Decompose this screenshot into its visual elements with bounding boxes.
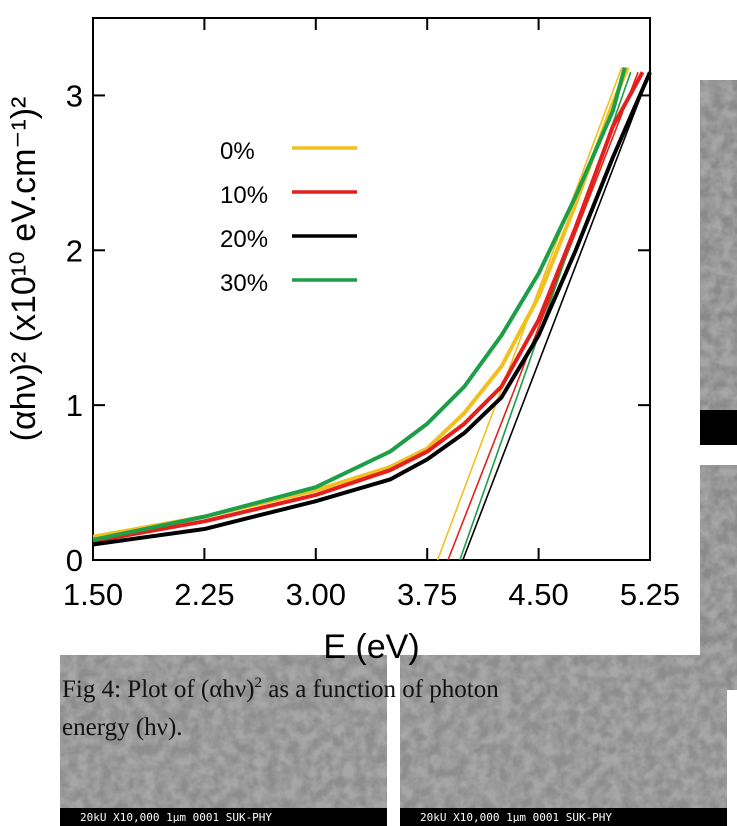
legend-label: 20% [220,226,268,253]
sem-images [60,80,737,826]
sem-label: 20kU X10,000 1μm 0001 SUK-PHY [420,811,612,824]
x-tick-label: 5.25 [620,577,680,612]
chart: 1.50 2.25 3.00 3.75 4.50 5.25 0 1 2 3 E (eV) (αhν)²… [5,17,680,666]
sem-label: 20kU X10,000 1μm 0001 SUK-PHY [80,811,272,824]
y-tick-label: 0 [66,543,83,578]
series-line [92,71,652,547]
x-tick-label: 3.00 [286,577,346,612]
chart-background [0,0,700,655]
legend-label: 0% [220,138,255,165]
y-tick-label: 1 [66,388,83,423]
y-tick-label: 3 [66,78,83,113]
series-line [92,71,645,544]
fit-line [462,71,651,561]
plot-frame [92,17,651,561]
x-tick-label: 4.50 [508,577,568,612]
y-tick-label: 2 [66,233,83,268]
caption: energy (hν). [62,714,183,741]
legend-label: 30% [220,270,268,297]
caption: Fig 4: Plot of (αhν)2 as a function of p… [62,675,499,703]
x-tick-label: 1.50 [63,577,123,612]
legend-label: 10% [220,182,268,209]
x-axis-label: E (eV) [323,628,419,666]
x-tick-label: 3.75 [397,577,457,612]
x-tick-label: 2.25 [174,577,234,612]
y-axis-label: (αhν)² (x10¹⁰ eV.cm⁻¹)² [5,97,43,442]
series-line [92,67,627,542]
fit-line [447,71,639,561]
